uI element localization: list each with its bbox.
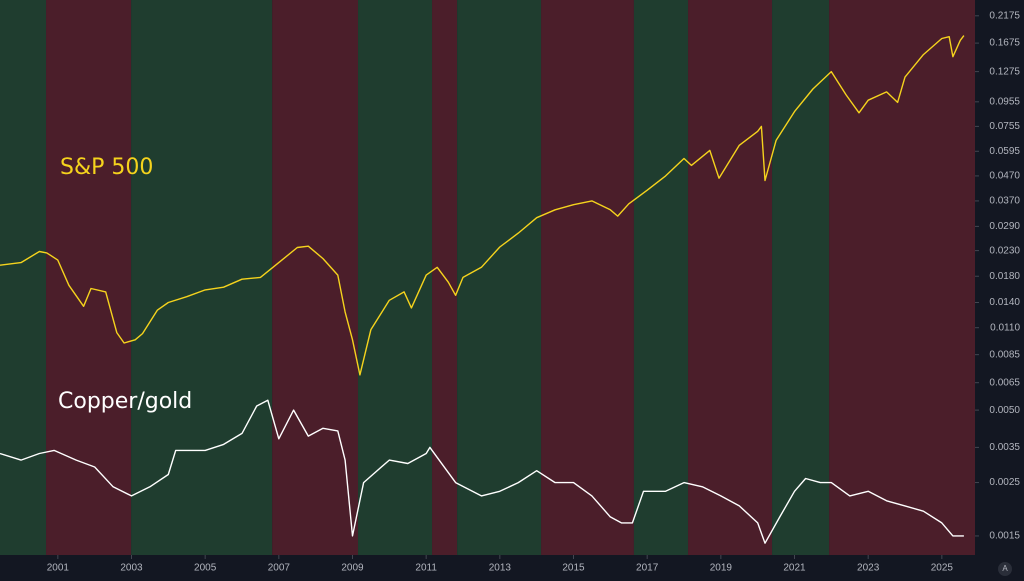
- series-line: [0, 35, 965, 376]
- y-tick-label: 0.1675: [989, 38, 1020, 49]
- y-tick-label: 0.0140: [989, 297, 1020, 308]
- regime-band: [457, 0, 542, 555]
- x-tick-label: 2009: [341, 563, 364, 574]
- regime-band: [46, 0, 132, 555]
- x-tick-label: 2003: [120, 563, 143, 574]
- y-axis-panel: [975, 0, 1024, 581]
- series-label: Copper/gold: [58, 389, 192, 414]
- regime-band: [272, 0, 359, 555]
- x-tick-label: 2015: [562, 563, 585, 574]
- x-tick-label: 2019: [710, 563, 733, 574]
- y-tick-label: 0.1275: [989, 66, 1020, 77]
- y-tick-label: 0.0015: [989, 531, 1020, 542]
- y-tick-label: 0.0110: [990, 322, 1020, 333]
- y-tick-label: 0.0755: [989, 121, 1020, 132]
- x-tick-label: 2005: [194, 563, 217, 574]
- regime-band: [829, 0, 975, 555]
- series-label: S&P 500: [60, 155, 153, 180]
- y-tick-label: 0.0370: [989, 196, 1020, 207]
- y-tick-label: 0.2175: [989, 10, 1020, 21]
- y-tick-label: 0.0050: [989, 405, 1020, 416]
- y-tick-label: 0.0035: [989, 442, 1020, 453]
- regime-band: [0, 0, 47, 555]
- lines: [0, 35, 965, 544]
- x-tick-label: 2007: [268, 563, 291, 574]
- y-tick-label: 0.0470: [989, 171, 1020, 182]
- series-line: [0, 399, 964, 544]
- regime-bands: [0, 0, 975, 555]
- y-tick-label: 0.0065: [989, 377, 1020, 388]
- y-tick-label: 0.0955: [989, 96, 1020, 107]
- x-tick-label: 2013: [489, 563, 512, 574]
- regime-band: [633, 0, 689, 555]
- x-tick-label: 2011: [415, 563, 437, 574]
- x-axis-panel: [0, 555, 1024, 581]
- x-tick-label: 2017: [636, 563, 659, 574]
- y-tick-label: 0.0085: [989, 349, 1020, 360]
- regime-band: [131, 0, 273, 555]
- auto-scale-button[interactable]: [998, 562, 1012, 576]
- y-tick-label: 0.0025: [989, 477, 1020, 488]
- x-tick-label: 2025: [931, 563, 954, 574]
- regime-band: [358, 0, 433, 555]
- x-tick-label: 2023: [857, 563, 880, 574]
- x-tick-label: 2001: [47, 563, 70, 574]
- y-tick-label: 0.0290: [989, 221, 1020, 232]
- regime-band: [688, 0, 773, 555]
- y-tick-label: 0.0230: [989, 245, 1020, 256]
- y-tick-label: 0.0180: [989, 271, 1020, 282]
- y-tick-label: 0.0595: [989, 146, 1020, 157]
- regime-band: [541, 0, 634, 555]
- auto-scale-label[interactable]: A: [1002, 564, 1008, 573]
- regime-band: [772, 0, 830, 555]
- x-tick-label: 2021: [783, 563, 806, 574]
